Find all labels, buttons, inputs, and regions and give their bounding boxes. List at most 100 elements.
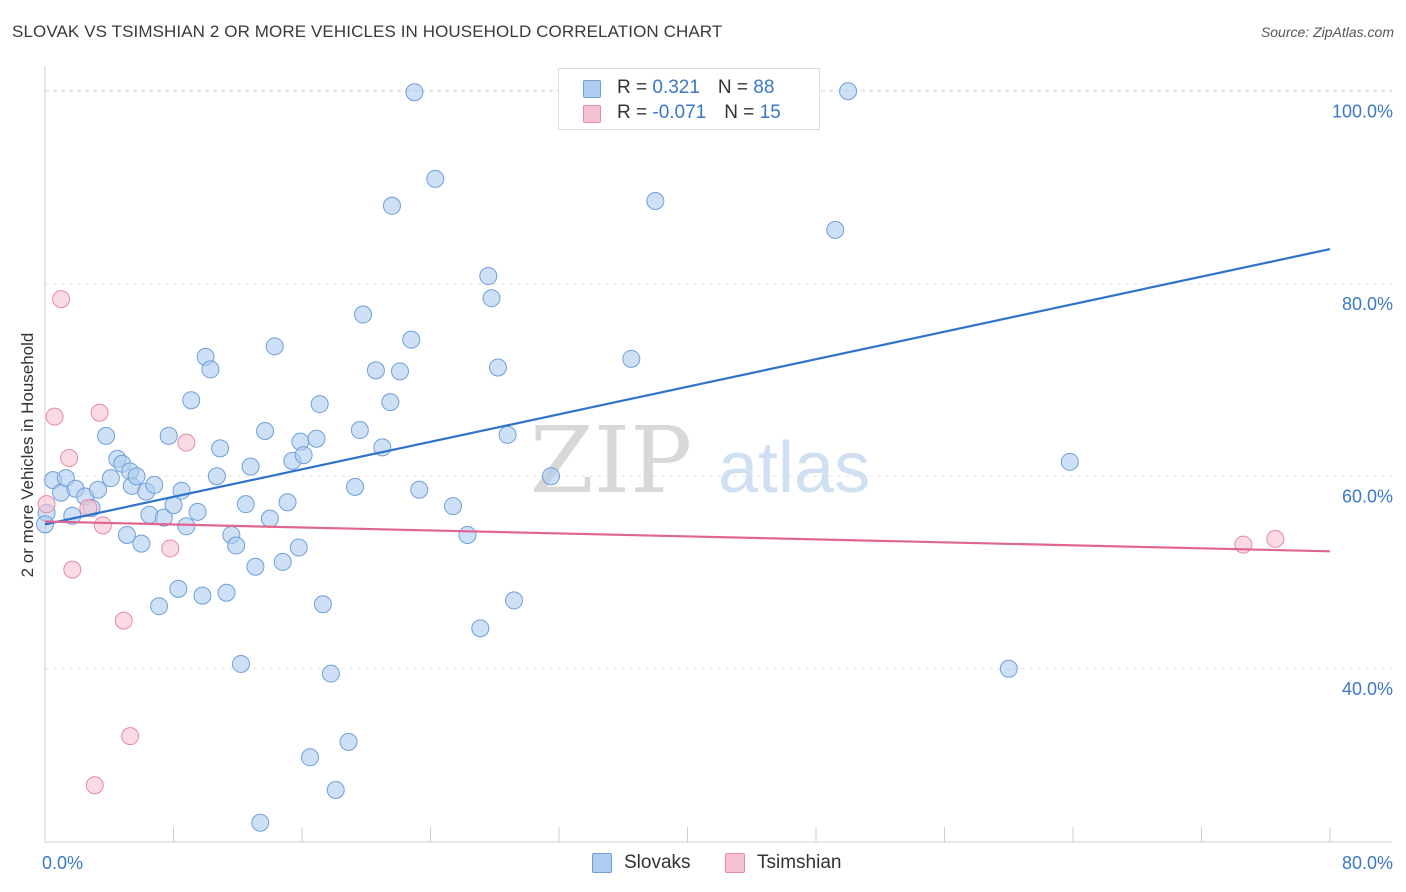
data-point-slovaks	[188, 502, 207, 521]
data-point-slovaks	[350, 421, 369, 440]
y-tick-label: 100.0%	[1332, 101, 1393, 121]
r-value-slovaks: 0.321	[652, 77, 700, 98]
data-point-slovaks	[101, 469, 120, 488]
n-value-slovaks: 88	[753, 77, 775, 98]
data-point-slovaks	[498, 425, 517, 444]
r-value-tsimshian: -0.071	[652, 102, 707, 123]
data-point-slovaks	[211, 439, 230, 458]
data-point-slovaks	[201, 360, 220, 379]
n-value-tsimshian: 15	[759, 102, 781, 123]
data-point-tsimshian	[63, 560, 82, 579]
data-point-slovaks	[310, 395, 329, 414]
trend-lines	[44, 248, 1331, 553]
data-point-tsimshian	[177, 433, 196, 452]
x-tick-label: 80.0%	[1342, 853, 1393, 873]
watermark-atlas: atlas	[718, 428, 870, 508]
data-point-slovaks	[154, 508, 173, 527]
data-point-slovaks	[313, 595, 332, 614]
data-point-slovaks	[273, 552, 292, 571]
data-point-tsimshian	[1266, 529, 1285, 548]
data-point-tsimshian	[60, 448, 79, 467]
data-point-slovaks	[354, 305, 373, 324]
data-point-slovaks	[999, 659, 1018, 678]
data-point-tsimshian	[121, 727, 140, 746]
data-point-slovaks	[207, 467, 226, 486]
data-point-slovaks	[471, 619, 490, 638]
data-point-slovaks	[541, 467, 560, 486]
chart-title: SLOVAK VS TSIMSHIAN 2 OR MORE VEHICLES I…	[12, 22, 723, 41]
data-point-slovaks	[482, 289, 501, 308]
series-legend: Slovaks Tsimshian	[0, 852, 1406, 876]
r-label: R =	[617, 102, 653, 123]
r-label: R =	[617, 77, 653, 98]
data-point-slovaks	[301, 748, 320, 767]
data-point-tsimshian	[37, 495, 56, 514]
data-point-slovaks	[182, 391, 201, 410]
data-point-slovaks	[251, 813, 270, 832]
data-point-slovaks	[227, 536, 246, 555]
data-point-slovaks	[382, 196, 401, 215]
legend-label-tsimshian: Tsimshian	[757, 852, 842, 873]
data-point-slovaks	[405, 83, 424, 102]
n-label: N =	[717, 77, 754, 98]
data-point-slovaks	[236, 495, 255, 514]
data-point-slovaks	[159, 426, 178, 445]
data-point-slovaks	[326, 781, 345, 800]
y-tick-label: 80.0%	[1342, 294, 1393, 314]
data-point-slovaks	[826, 220, 845, 239]
data-point-slovaks	[127, 467, 146, 486]
watermark-zip: ZIP	[530, 407, 692, 514]
legend-swatch-tsimshian	[725, 853, 745, 873]
trend-line-tsimshian	[44, 520, 1331, 553]
data-point-slovaks	[622, 349, 641, 368]
data-points	[36, 82, 1285, 832]
trend-line-slovaks	[44, 248, 1331, 526]
data-point-slovaks	[145, 475, 164, 494]
data-point-slovaks	[346, 477, 365, 496]
data-point-tsimshian	[79, 499, 98, 518]
data-point-slovaks	[646, 191, 665, 210]
x-tick-label: 0.0%	[42, 853, 83, 873]
data-point-slovaks	[97, 426, 116, 445]
data-point-tsimshian	[90, 403, 109, 422]
data-point-slovaks	[117, 525, 136, 544]
data-point-slovaks	[256, 422, 275, 441]
data-point-tsimshian	[45, 407, 64, 426]
data-point-slovaks	[426, 169, 445, 188]
axes: 40.0% 60.0% 80.0% 100.0% 0.0% 80.0%	[42, 66, 1393, 873]
legend-swatch-slovaks	[583, 80, 601, 98]
data-point-slovaks	[289, 538, 308, 557]
data-point-slovaks	[339, 732, 358, 751]
data-point-slovaks	[443, 497, 462, 516]
data-point-slovaks	[246, 557, 265, 576]
y-tick-label: 40.0%	[1342, 679, 1393, 699]
data-point-slovaks	[260, 509, 279, 528]
data-point-slovaks	[458, 525, 477, 544]
data-point-slovaks	[169, 579, 188, 598]
legend-swatch-slovaks	[592, 853, 612, 873]
data-point-slovaks	[265, 337, 284, 356]
legend-label-slovaks: Slovaks	[624, 852, 691, 873]
data-point-slovaks	[132, 534, 151, 553]
correlation-legend: R = 0.321 N = 88 R = -0.071 N = 15	[558, 68, 820, 130]
data-point-slovaks	[839, 82, 858, 101]
data-point-slovaks	[505, 591, 524, 610]
data-point-slovaks	[231, 654, 250, 673]
data-point-slovaks	[479, 267, 498, 286]
data-point-slovaks	[89, 480, 108, 499]
data-point-slovaks	[321, 664, 340, 683]
data-point-tsimshian	[161, 539, 180, 558]
data-point-tsimshian	[114, 611, 133, 630]
y-axis-label: 2 or more Vehicles in Household	[18, 333, 37, 578]
data-point-slovaks	[278, 493, 297, 512]
data-point-tsimshian	[93, 516, 112, 535]
data-point-slovaks	[241, 457, 260, 476]
data-point-slovaks	[307, 429, 326, 448]
data-point-slovaks	[402, 330, 421, 349]
source-label: Source: ZipAtlas.com	[1260, 24, 1394, 40]
data-point-slovaks	[150, 597, 169, 616]
n-label: N =	[724, 102, 760, 123]
data-point-slovaks	[366, 361, 385, 380]
y-tick-label: 60.0%	[1342, 486, 1393, 506]
